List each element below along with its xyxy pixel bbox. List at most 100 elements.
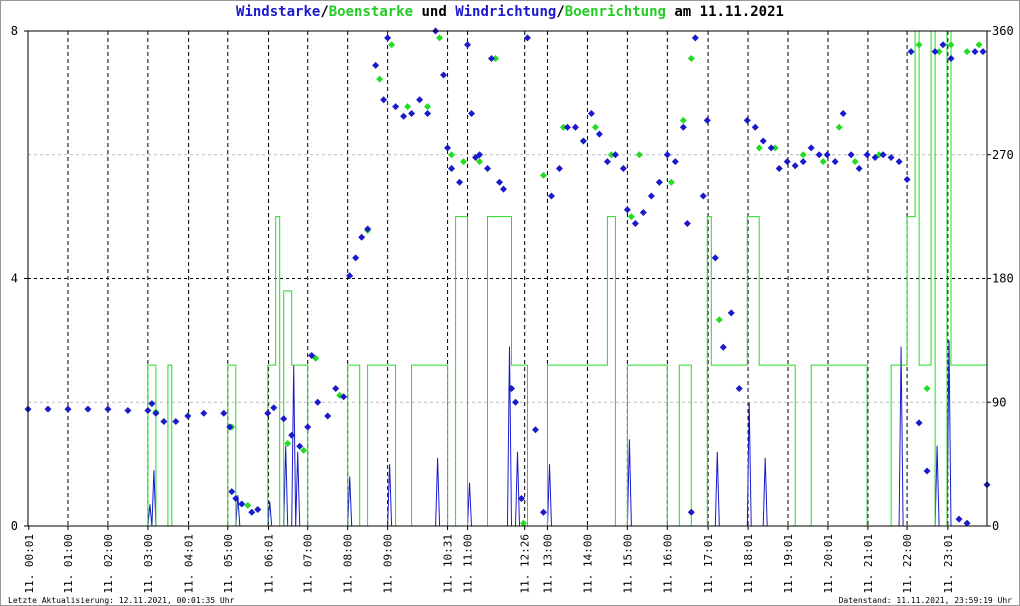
title-slash-2: / <box>556 4 565 20</box>
direction-point <box>939 41 947 49</box>
direction-point <box>184 412 192 420</box>
direction-point <box>703 116 711 124</box>
direction-point <box>755 144 763 152</box>
direction-point <box>735 385 743 392</box>
x-tick-label: 11. 18:01 <box>742 534 755 594</box>
direction-point <box>448 165 456 172</box>
direction-point <box>358 233 366 241</box>
direction-point <box>476 151 484 159</box>
direction-point <box>743 116 751 124</box>
direction-point <box>200 409 208 417</box>
direction-point <box>523 34 531 42</box>
direction-point <box>372 61 380 69</box>
direction-point <box>314 398 322 406</box>
direction-point <box>687 508 695 516</box>
direction-point <box>519 519 527 527</box>
title-date: am 11.11.2021 <box>665 4 784 20</box>
y2-tick-label: 270 <box>992 148 1014 162</box>
direction-point <box>839 110 847 117</box>
x-tick-label: 11. 04:01 <box>183 534 196 594</box>
x-tick-label: 11. 02:00 <box>102 534 115 594</box>
direction-point <box>751 123 759 131</box>
direction-point <box>687 55 695 62</box>
direction-point <box>571 123 579 131</box>
direction-point <box>440 71 448 79</box>
x-tick-label: 11. 08:00 <box>342 534 355 594</box>
direction-point <box>591 123 599 131</box>
direction-point <box>492 55 500 62</box>
x-tick-label: 11. 15:00 <box>621 534 634 594</box>
x-tick-label: 11. 20:01 <box>822 534 835 594</box>
direction-point <box>160 418 168 425</box>
direction-point <box>308 352 316 359</box>
direction-point <box>380 96 388 104</box>
direction-point <box>815 151 823 159</box>
x-tick-label: 11. 06:01 <box>263 534 276 594</box>
direction-point <box>699 192 707 200</box>
direction-point <box>254 506 262 513</box>
direction-point <box>300 446 308 454</box>
direction-point <box>352 254 360 262</box>
direction-point <box>783 158 791 166</box>
direction-point <box>424 103 432 111</box>
direction-point <box>607 151 615 159</box>
direction-point <box>799 151 807 159</box>
direction-point <box>500 185 508 193</box>
x-tick-label: 11. 01:00 <box>62 534 75 594</box>
direction-point <box>84 405 92 413</box>
direction-point <box>931 48 939 56</box>
direction-point <box>955 515 963 523</box>
direction-point <box>691 34 699 42</box>
direction-point <box>823 151 831 159</box>
x-tick-label: 11. 17:01 <box>702 534 715 594</box>
direction-point <box>436 34 444 42</box>
series-line-boenstarke <box>28 30 987 527</box>
direction-point <box>799 158 807 166</box>
direction-point <box>64 405 72 413</box>
direction-point <box>855 165 863 172</box>
title-wind-speed: Windstarke <box>236 4 321 20</box>
direction-point <box>947 55 955 62</box>
direction-point <box>963 519 971 527</box>
direction-point <box>935 48 943 56</box>
direction-point <box>979 48 987 56</box>
direction-point <box>507 385 515 392</box>
direction-point <box>416 96 424 104</box>
direction-point <box>376 75 384 83</box>
y-tick-label: 4 <box>11 272 18 286</box>
direction-point <box>971 48 979 56</box>
title-und: und <box>413 4 456 20</box>
direction-point <box>456 178 464 186</box>
direction-point <box>611 151 619 159</box>
y2-tick-label: 0 <box>992 519 999 533</box>
direction-point <box>484 165 492 172</box>
direction-point <box>791 162 799 170</box>
direction-point <box>647 192 655 200</box>
direction-point <box>346 272 354 280</box>
x-tick-label: 11. 03:00 <box>142 534 155 594</box>
direction-point <box>288 431 296 439</box>
direction-point <box>539 508 547 516</box>
direction-point <box>915 41 923 49</box>
direction-point <box>671 158 679 166</box>
direction-point <box>587 110 595 117</box>
direction-point <box>264 409 272 417</box>
direction-point <box>863 151 871 159</box>
footer-last-update: Letzte Aktualisierung: 12.11.2021, 00:01… <box>8 596 235 605</box>
direction-point <box>388 41 396 49</box>
direction-point <box>324 412 332 420</box>
direction-point <box>903 176 911 183</box>
direction-point <box>767 144 775 152</box>
direction-point <box>711 254 719 262</box>
direction-point <box>220 409 228 417</box>
direction-point <box>284 440 292 447</box>
direction-point <box>871 154 879 161</box>
x-tick-label: 11. 14:00 <box>581 534 594 594</box>
direction-point <box>555 165 563 172</box>
x-tick-label: 11. 00:01 <box>23 534 36 594</box>
direction-point <box>468 110 476 117</box>
direction-point <box>104 405 112 413</box>
footer-data-state: Datenstand: 11.11.2021, 23:59:19 Uhr <box>838 596 1012 605</box>
direction-point <box>563 123 571 131</box>
